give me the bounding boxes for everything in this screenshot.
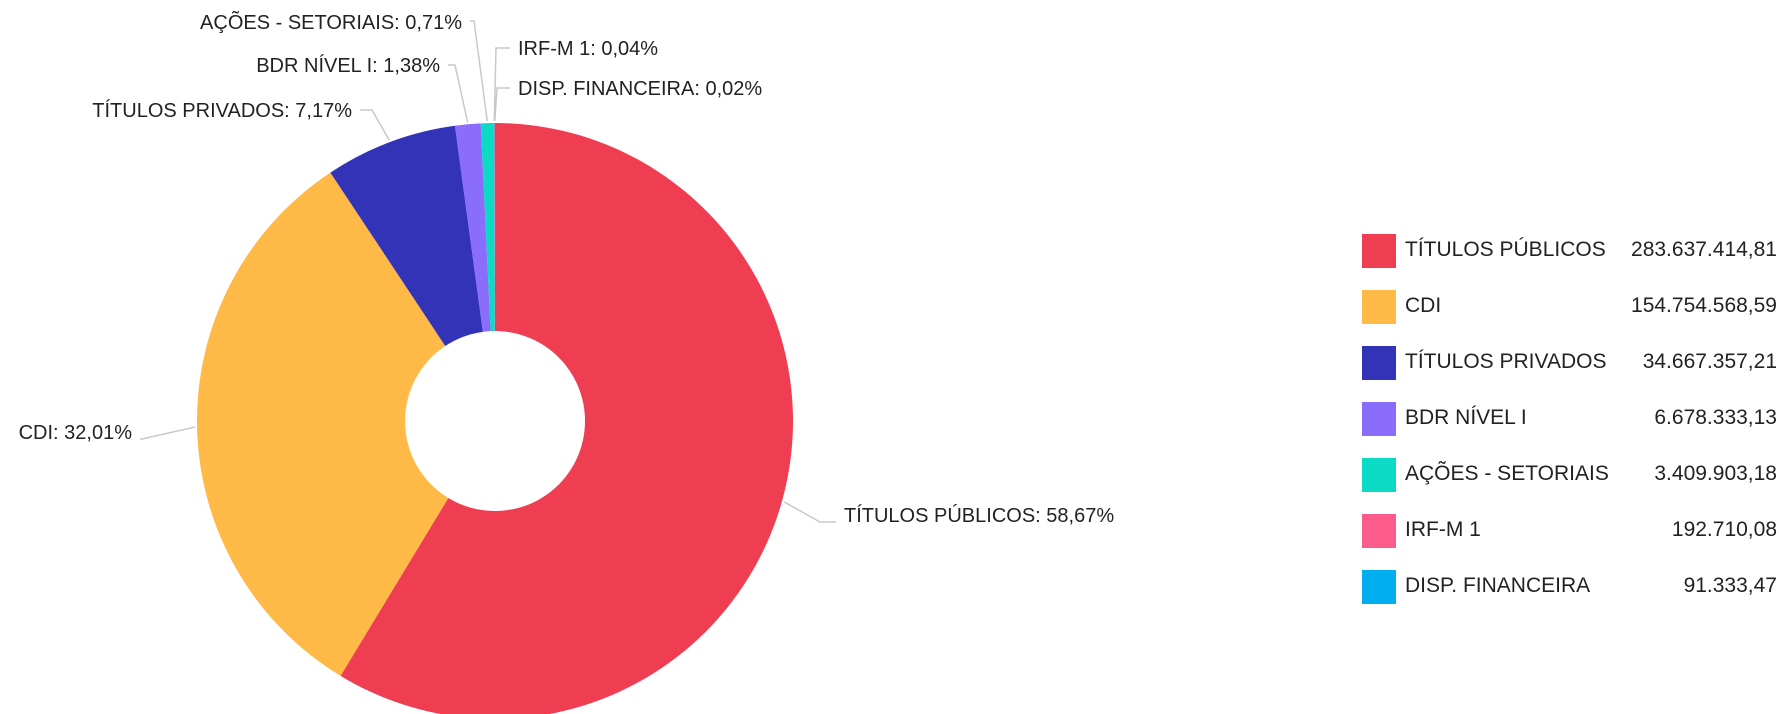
- legend-label: IRF-M 1: [1405, 518, 1481, 541]
- leader-line-disp-financeira: [494, 87, 510, 122]
- legend-item-acoes-setoriais[interactable]: AÇÕES - SETORIAIS 3.409.903,18: [1362, 458, 1777, 514]
- legend-item-bdr-nivel-i[interactable]: BDR NÍVEL I 6.678.333,13: [1362, 402, 1777, 458]
- legend-swatch: [1362, 458, 1396, 492]
- legend-label: DISP. FINANCEIRA: [1405, 574, 1591, 597]
- slice-titulos-publicos[interactable]: [340, 123, 793, 714]
- legend-item-titulos-publicos[interactable]: TÍTULOS PÚBLICOS 283.637.414,81: [1362, 234, 1777, 290]
- legend-swatch: [1362, 514, 1396, 548]
- legend-label: AÇÕES - SETORIAIS: [1405, 462, 1609, 485]
- legend-swatch: [1362, 290, 1396, 324]
- legend-label: BDR NÍVEL I: [1405, 406, 1527, 429]
- slice-label-cdi: CDI: 32,01%: [19, 422, 133, 444]
- legend-item-disp-financeira[interactable]: DISP. FINANCEIRA 91.333,47: [1362, 570, 1777, 626]
- legend-swatch: [1362, 234, 1396, 268]
- leader-line-titulos-publicos: [783, 501, 836, 523]
- slice-titulos-privados[interactable]: [330, 125, 483, 346]
- slice-cdi[interactable]: [197, 172, 449, 676]
- legend-item-irf-m-1[interactable]: IRF-M 1 192.710,08: [1362, 514, 1777, 570]
- legend-swatch: [1362, 570, 1396, 604]
- leader-line-titulos-privados: [360, 109, 390, 141]
- legend-value: 154.754.568,59: [1631, 294, 1777, 317]
- legend: TÍTULOS PÚBLICOS 283.637.414,81 CDI 154.754…: [1362, 234, 1777, 626]
- legend-label: TÍTULOS PRIVADOS: [1405, 350, 1607, 373]
- slice-label-titulos-privados: TÍTULOS PRIVADOS: 7,17%: [92, 99, 352, 122]
- leader-line-irf-m-1: [493, 47, 510, 122]
- legend-value: 283.637.414,81: [1631, 238, 1777, 261]
- legend-swatch: [1362, 402, 1396, 436]
- slice-labels: TÍTULOS PÚBLICOS: 58,67% CDI: 32,01% TÍTUL…: [19, 10, 1115, 527]
- slice-acoes-setoriais[interactable]: [480, 123, 495, 332]
- legend-value: 6.678.333,13: [1654, 406, 1777, 429]
- slice-label-acoes-setoriais: AÇÕES - SETORIAIS: 0,71%: [200, 10, 462, 34]
- legend-value: 3.409.903,18: [1654, 462, 1777, 485]
- legend-item-titulos-privados[interactable]: TÍTULOS PRIVADOS 34.667.357,21: [1362, 346, 1777, 402]
- legend-value: 192.710,08: [1671, 518, 1777, 541]
- leader-line-acoes-setoriais: [470, 20, 488, 122]
- legend-value: 34.667.357,21: [1642, 350, 1777, 373]
- slice-label-bdr-nivel-i: BDR NÍVEL I: 1,38%: [256, 54, 440, 77]
- donut-slices: [197, 123, 793, 714]
- leader-lines: [140, 20, 836, 523]
- slice-label-titulos-publicos: TÍTULOS PÚBLICOS: 58,67%: [844, 504, 1114, 527]
- leader-line-bdr-nivel-i: [448, 64, 469, 123]
- legend-label: TÍTULOS PÚBLICOS: [1405, 238, 1606, 261]
- legend-label: CDI: [1405, 294, 1442, 317]
- leader-line-cdi: [140, 426, 196, 440]
- slice-irf-m-1[interactable]: [493, 123, 495, 332]
- legend-swatch: [1362, 346, 1396, 380]
- legend-item-cdi[interactable]: CDI 154.754.568,59: [1362, 290, 1777, 346]
- slice-label-irf-m-1: IRF-M 1: 0,04%: [518, 38, 658, 60]
- legend-value: 91.333,47: [1683, 574, 1777, 597]
- slice-bdr-nivel-i[interactable]: [454, 123, 491, 332]
- slice-label-disp-financeira: DISP. FINANCEIRA: 0,02%: [518, 78, 762, 100]
